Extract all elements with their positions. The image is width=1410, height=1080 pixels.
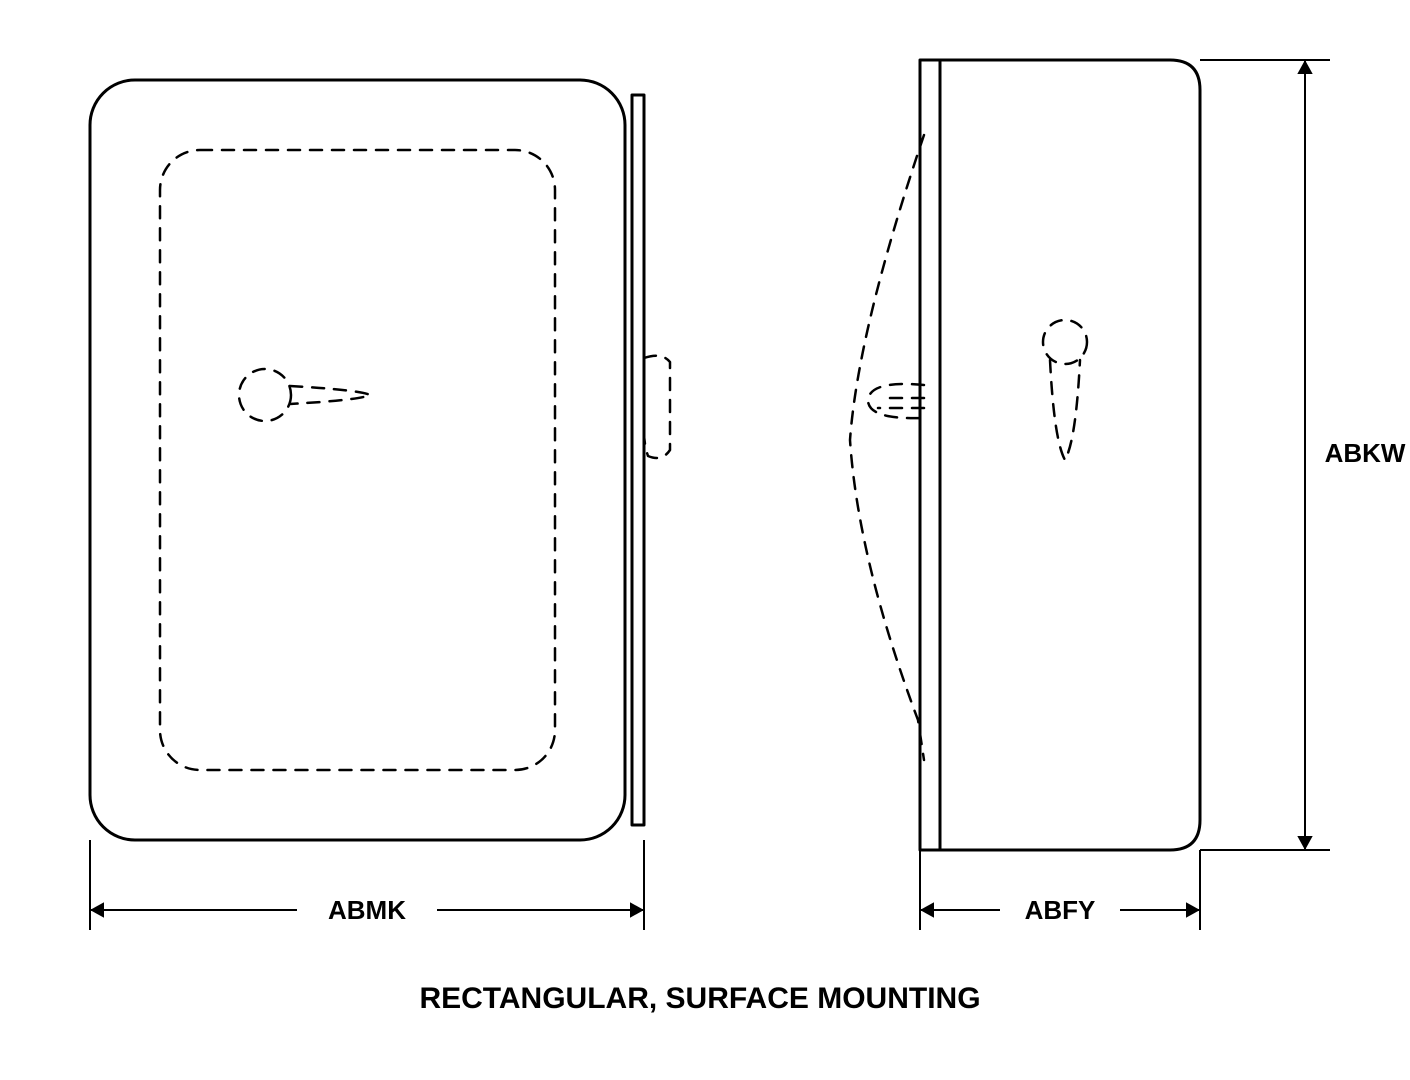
dim-abfy-label: ABFY [1025,895,1096,925]
figure-title: RECTANGULAR, SURFACE MOUNTING [419,982,980,1015]
dim-abmk-label: ABMK [328,895,406,925]
dim-abkw-label: ABKW [1325,438,1406,468]
